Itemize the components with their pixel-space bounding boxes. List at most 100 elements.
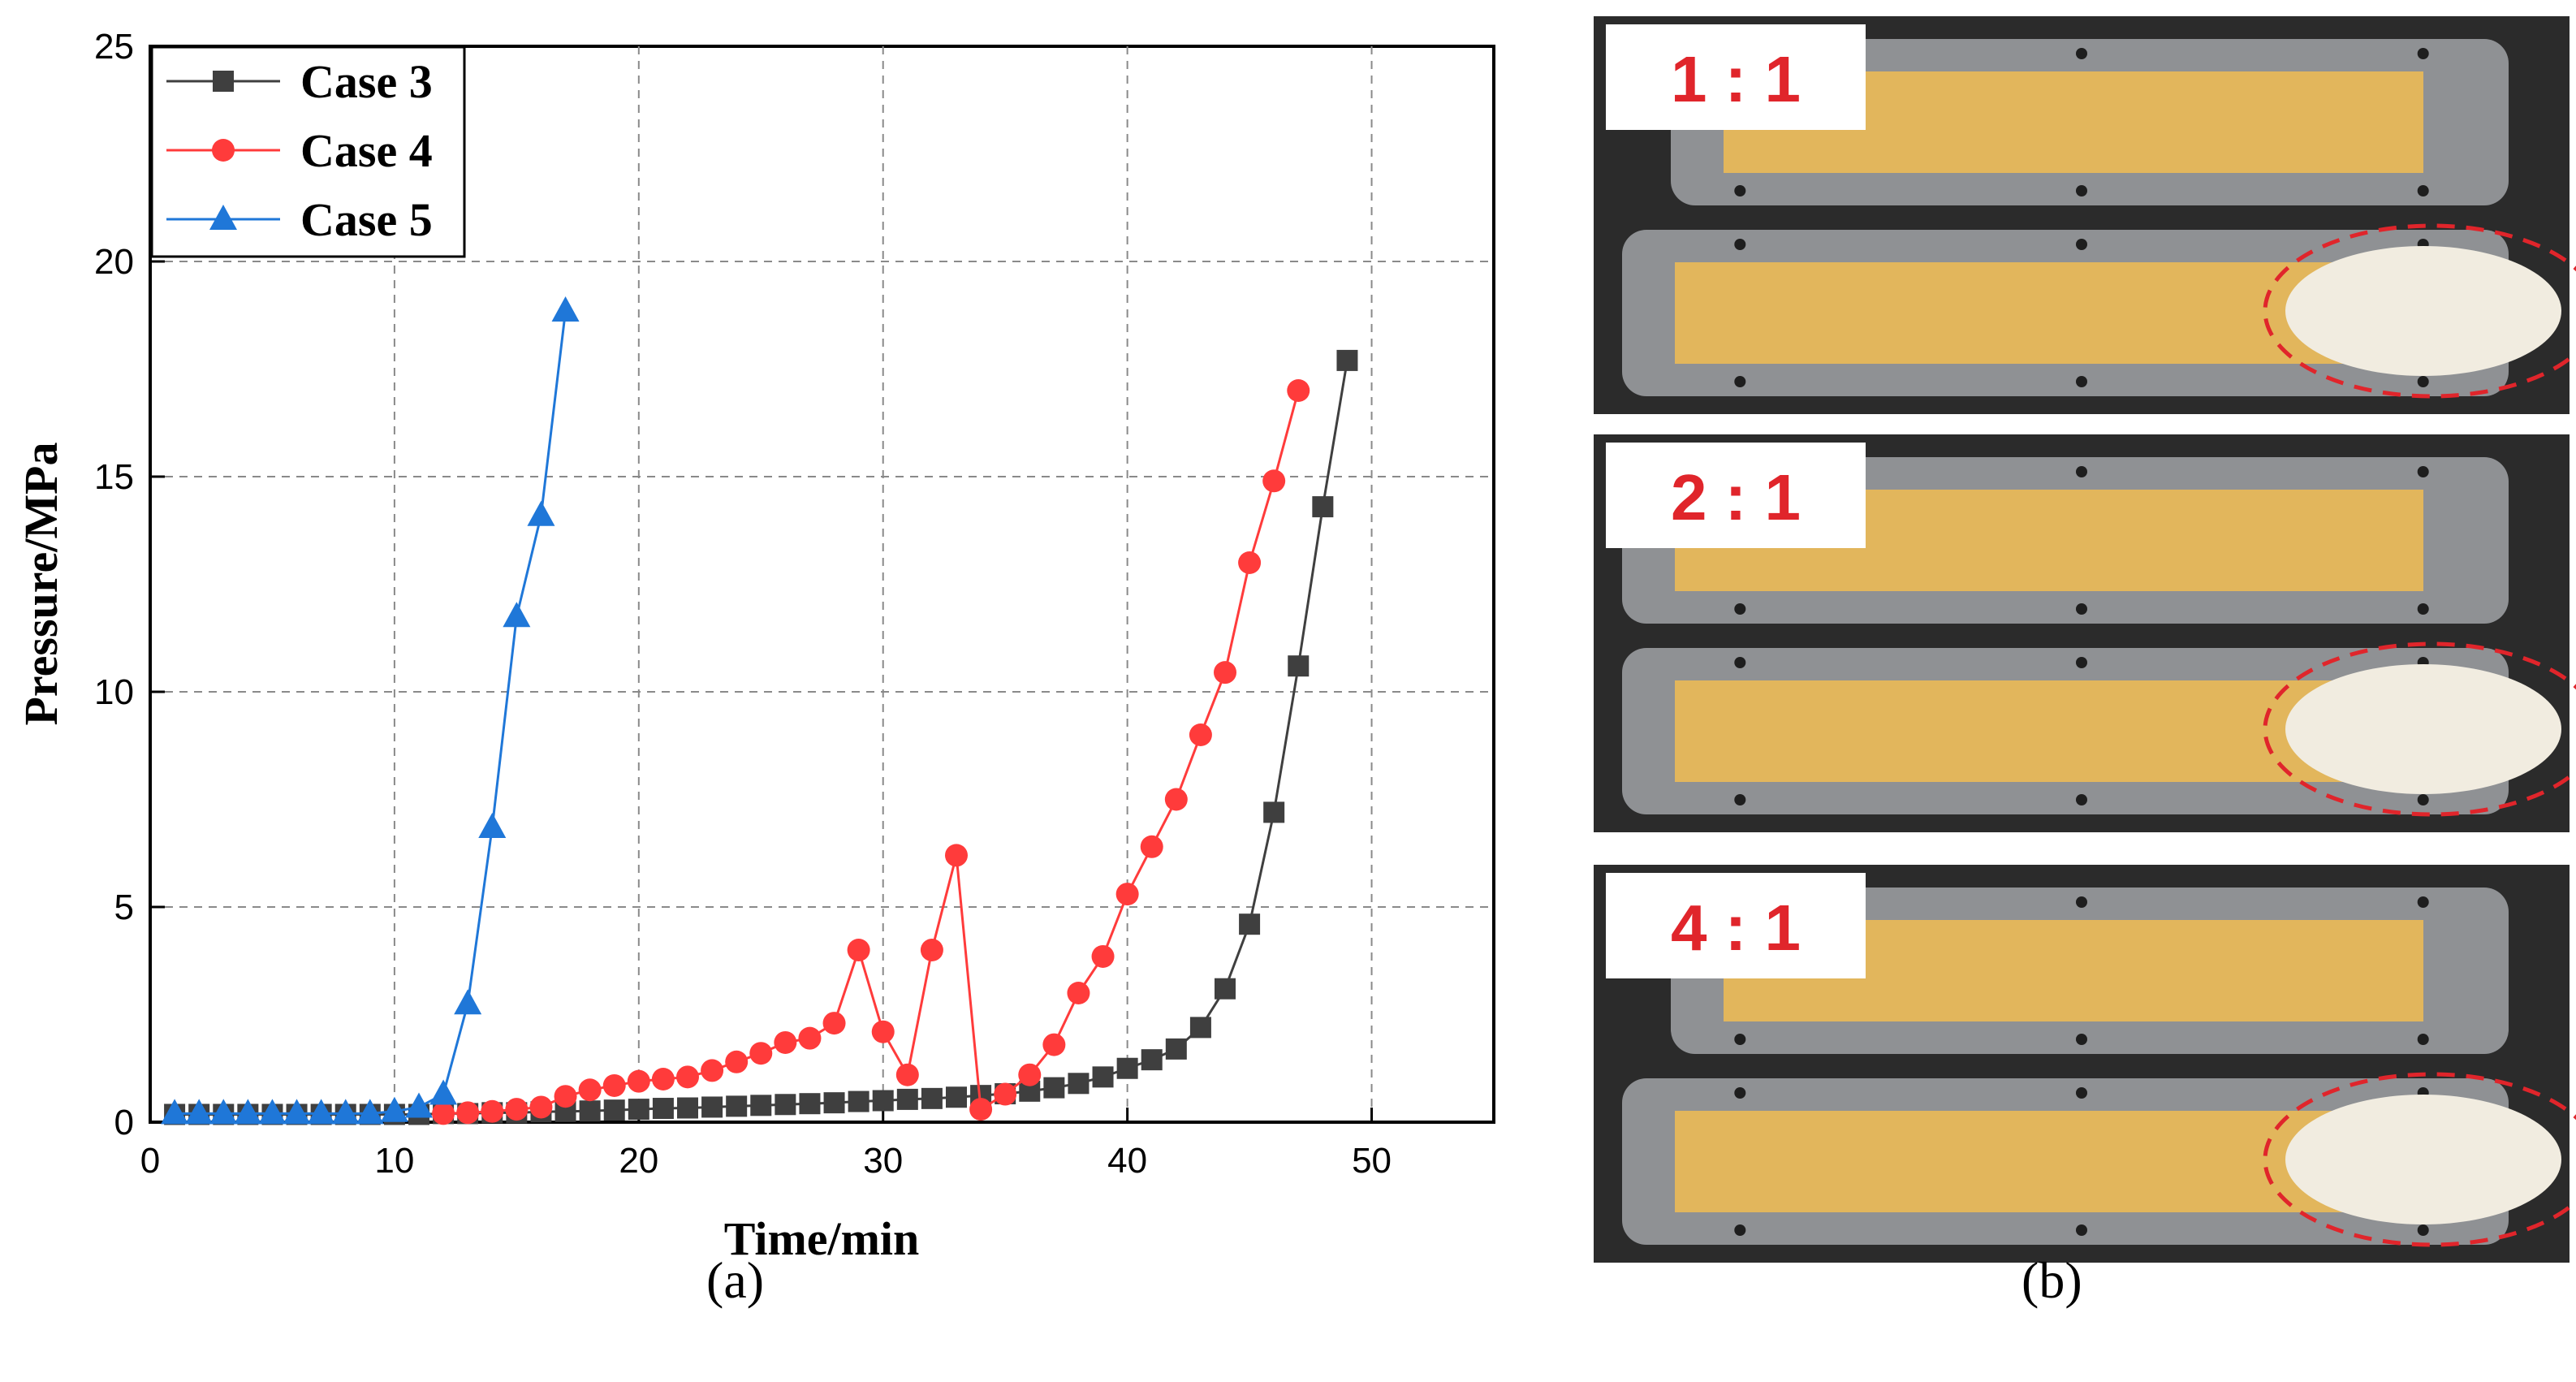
- data-point: [405, 1092, 433, 1118]
- series-layer: [161, 296, 1358, 1125]
- y-tick-label: 25: [94, 27, 134, 67]
- y-tick-label: 5: [114, 888, 134, 927]
- bolt-hole: [1734, 376, 1746, 387]
- data-point: [505, 1098, 529, 1121]
- bolt-hole: [2417, 1034, 2429, 1045]
- legend-marker: [213, 71, 234, 92]
- bolt-hole: [1734, 239, 1746, 250]
- data-point: [920, 939, 943, 961]
- data-point: [1263, 801, 1285, 823]
- bolt-hole: [2076, 1224, 2087, 1236]
- data-point: [701, 1096, 723, 1118]
- bolt-hole: [2076, 185, 2087, 197]
- data-point: [750, 1095, 772, 1116]
- series-case-4: [432, 379, 1310, 1125]
- bolt-hole: [2417, 48, 2429, 59]
- data-point: [921, 1087, 943, 1109]
- data-point: [456, 1101, 480, 1125]
- data-point: [1140, 835, 1163, 858]
- data-point: [994, 1082, 1017, 1106]
- data-point: [481, 1099, 504, 1123]
- data-point: [209, 1099, 238, 1125]
- ratio-label-box: [1606, 24, 1866, 130]
- data-point: [1189, 723, 1212, 746]
- data-point: [1018, 1063, 1042, 1086]
- data-point: [1214, 661, 1236, 685]
- data-point: [749, 1042, 773, 1065]
- bolt-hole: [1734, 185, 1746, 197]
- y-axis-label: Pressure/MPa: [15, 443, 67, 726]
- bolt-hole: [1734, 794, 1746, 805]
- data-point: [651, 1068, 675, 1090]
- data-point: [1116, 1057, 1138, 1079]
- fracture-zone: [2285, 246, 2561, 376]
- bolt-hole: [2417, 794, 2429, 805]
- data-point: [946, 1086, 967, 1108]
- data-point: [185, 1099, 214, 1125]
- bolt-hole: [1734, 1034, 1746, 1045]
- ratio-label: 2 : 1: [1671, 461, 1801, 533]
- x-tick-label: 40: [1107, 1141, 1147, 1181]
- legend-label: Case 4: [300, 124, 433, 177]
- bolt-hole: [2076, 466, 2087, 477]
- data-point: [652, 1098, 674, 1120]
- data-point: [551, 296, 580, 322]
- panel-a-caption: (a): [706, 1251, 765, 1309]
- legend-label: Case 5: [300, 193, 433, 246]
- data-point: [627, 1069, 650, 1093]
- data-point: [578, 1078, 602, 1102]
- data-point: [1336, 349, 1358, 371]
- ratio-label: 1 : 1: [1671, 43, 1801, 115]
- bolt-hole: [2417, 466, 2429, 477]
- data-point: [503, 602, 531, 628]
- data-point: [429, 1079, 458, 1105]
- ratio-label: 4 : 1: [1671, 892, 1801, 964]
- data-point: [871, 1020, 895, 1043]
- data-point: [701, 1059, 724, 1082]
- data-point: [1092, 1066, 1114, 1088]
- legend-marker: [209, 205, 237, 230]
- data-point: [1189, 1017, 1211, 1039]
- data-point: [822, 1012, 846, 1035]
- x-tick-label: 50: [1352, 1141, 1392, 1181]
- data-point: [1068, 1073, 1090, 1095]
- data-point: [847, 939, 870, 961]
- y-tick-label: 0: [114, 1103, 134, 1142]
- data-point: [1262, 469, 1286, 493]
- data-point: [945, 844, 968, 867]
- bolt-hole: [2417, 603, 2429, 615]
- data-point: [677, 1097, 698, 1119]
- pressure-time-chart: 0 10 20 30 40 50 0 5 10 15 20 25 Time/min Pressure/…: [15, 27, 1495, 1265]
- y-tick-label: 10: [94, 672, 134, 712]
- data-point: [1287, 379, 1310, 402]
- data-point: [1288, 655, 1310, 677]
- legend-entry: Case 4: [166, 124, 433, 177]
- bolt-hole: [2076, 1034, 2087, 1045]
- x-tick-label: 0: [140, 1141, 160, 1181]
- data-point: [1215, 978, 1236, 1000]
- data-point: [799, 1093, 821, 1115]
- bolt-hole: [1734, 1224, 1746, 1236]
- data-point: [307, 1099, 335, 1125]
- data-point: [969, 1098, 993, 1121]
- data-point: [380, 1096, 408, 1122]
- grid-lines: [150, 46, 1494, 1122]
- data-point: [848, 1090, 869, 1112]
- data-point: [1091, 944, 1115, 968]
- x-axis-label: Time/min: [724, 1212, 920, 1265]
- x-tick-label: 10: [374, 1141, 414, 1181]
- bolt-hole: [2417, 896, 2429, 908]
- data-point: [823, 1092, 845, 1114]
- data-point: [258, 1099, 287, 1125]
- data-point: [1067, 982, 1090, 1004]
- x-tick-label: 30: [863, 1141, 903, 1181]
- data-point: [895, 1063, 919, 1086]
- bolt-hole: [1734, 657, 1746, 668]
- data-point: [1164, 788, 1188, 811]
- tray-photo: 1 : 1: [1594, 16, 2576, 414]
- data-point: [628, 1099, 649, 1121]
- data-point: [1239, 913, 1261, 935]
- x-tick-label: 20: [619, 1141, 658, 1181]
- ratio-label-box: [1606, 873, 1866, 978]
